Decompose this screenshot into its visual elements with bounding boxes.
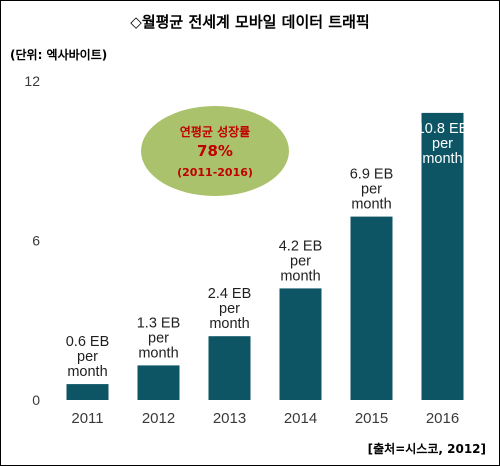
data-label-2014-line1: 4.2 EB bbox=[279, 238, 323, 254]
data-label-2015-line3: month bbox=[351, 197, 391, 213]
y-tick-label: 12 bbox=[24, 73, 40, 89]
data-label-2012-line1: 1.3 EB bbox=[137, 315, 181, 331]
growth-callout: 연평균 성장률 78% (2011-2016) bbox=[141, 106, 289, 196]
data-label-2011-line3: month bbox=[67, 364, 107, 380]
data-label-2015-line2: per bbox=[361, 182, 382, 198]
data-label-2016-line2: per bbox=[432, 136, 453, 152]
data-label-2014-line3: month bbox=[280, 268, 320, 284]
x-tick-label-2013: 2013 bbox=[213, 410, 246, 427]
data-label-2016-line1: 10.8 EB bbox=[417, 121, 469, 137]
data-label-2013-line2: per bbox=[219, 301, 240, 317]
bar-2016 bbox=[421, 112, 464, 401]
x-tick-label-2016: 2016 bbox=[426, 410, 459, 427]
callout-ellipse bbox=[141, 106, 289, 196]
x-tick-label-2012: 2012 bbox=[142, 410, 175, 427]
data-label-2012-line2: per bbox=[148, 330, 169, 346]
callout-line1: 연평균 성장률 bbox=[180, 124, 250, 139]
data-label-2011-line2: per bbox=[77, 349, 98, 365]
bar-2014 bbox=[279, 288, 322, 400]
bar-2011 bbox=[66, 384, 109, 400]
data-label-2013-line3: month bbox=[209, 316, 249, 332]
bar-2013 bbox=[208, 336, 251, 400]
data-label-2016-line3: month bbox=[422, 151, 462, 167]
data-label-2014-line2: per bbox=[290, 253, 311, 269]
data-label-2015-line1: 6.9 EB bbox=[350, 167, 394, 183]
y-tick-label: 0 bbox=[32, 392, 40, 408]
data-label-2011-line1: 0.6 EB bbox=[66, 334, 110, 350]
bar-2012 bbox=[137, 365, 180, 400]
grid-layer: 0 6 12 bbox=[24, 73, 40, 408]
x-tick-label-2014: 2014 bbox=[284, 410, 317, 427]
y-tick-label: 6 bbox=[32, 233, 40, 249]
source-note: [출처=시스코, 2012] bbox=[367, 442, 486, 456]
x-tick-label-2011: 2011 bbox=[71, 410, 103, 427]
bar-2015 bbox=[350, 216, 393, 400]
x-tick-label-2015: 2015 bbox=[355, 410, 388, 427]
unit-label: (단위: 엑사바이트) bbox=[10, 48, 108, 62]
data-label-2013-line1: 2.4 EB bbox=[208, 286, 252, 302]
chart-title: ◇월평균 전세계 모바일 데이터 트래픽 bbox=[130, 13, 370, 31]
callout-line3: (2011-2016) bbox=[177, 166, 253, 179]
bar-layer bbox=[66, 112, 464, 401]
data-label-2012-line3: month bbox=[138, 345, 178, 361]
callout-line2: 78% bbox=[197, 142, 233, 160]
